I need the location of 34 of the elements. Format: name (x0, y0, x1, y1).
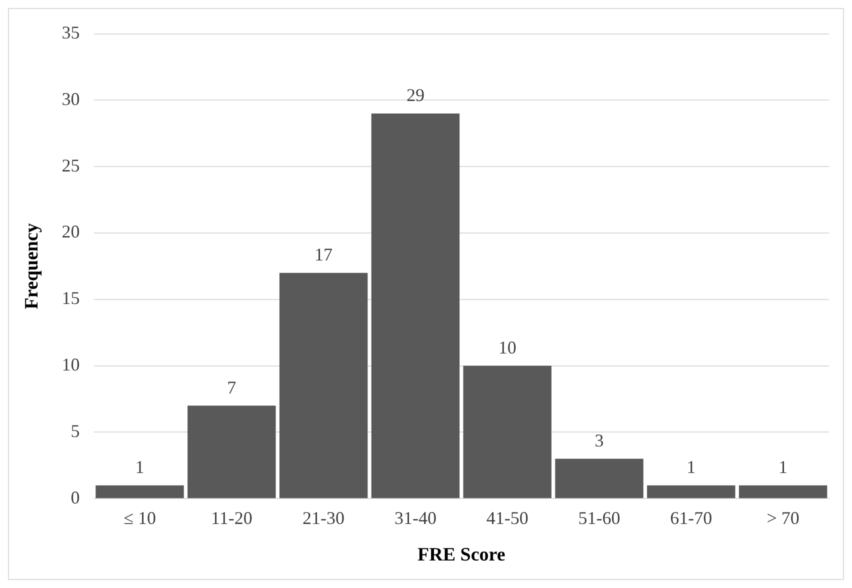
x-tick-label: > 70 (766, 508, 800, 528)
y-tick-label: 30 (62, 88, 80, 109)
y-tick-label: 25 (62, 155, 80, 176)
x-tick-label: 61-70 (670, 508, 712, 528)
y-tick-label: 20 (62, 222, 80, 242)
data-label: 17 (314, 244, 333, 265)
bar (463, 366, 552, 498)
y-axis-title: Frequency (21, 222, 42, 310)
data-label: 7 (227, 377, 236, 398)
x-tick-label: 51-60 (578, 508, 620, 528)
x-tick-label: 11-20 (210, 508, 252, 528)
bar (647, 485, 736, 498)
y-tick-label: 15 (62, 288, 80, 308)
data-label: 1 (778, 457, 788, 478)
bar (279, 272, 368, 498)
data-label: 29 (406, 85, 424, 106)
bar (738, 485, 828, 498)
y-tick-label: 5 (70, 420, 80, 441)
data-label: 1 (135, 457, 144, 478)
x-tick-label: 21-30 (302, 508, 345, 528)
x-tick-label: 41-50 (486, 508, 528, 528)
bar (188, 406, 276, 498)
y-tick-label: 10 (62, 354, 80, 375)
y-tick-label: 35 (62, 22, 80, 43)
y-tick-label: 0 (70, 487, 80, 508)
x-axis-title: FRE Score (418, 544, 506, 566)
bar (555, 458, 644, 498)
x-tick-label: 31-40 (394, 508, 436, 528)
data-label: 1 (686, 457, 696, 478)
data-label: 10 (498, 338, 516, 358)
x-tick-label: ≤ 10 (124, 508, 156, 528)
bar (96, 485, 184, 498)
data-label: 3 (594, 430, 604, 450)
bar (371, 113, 460, 498)
